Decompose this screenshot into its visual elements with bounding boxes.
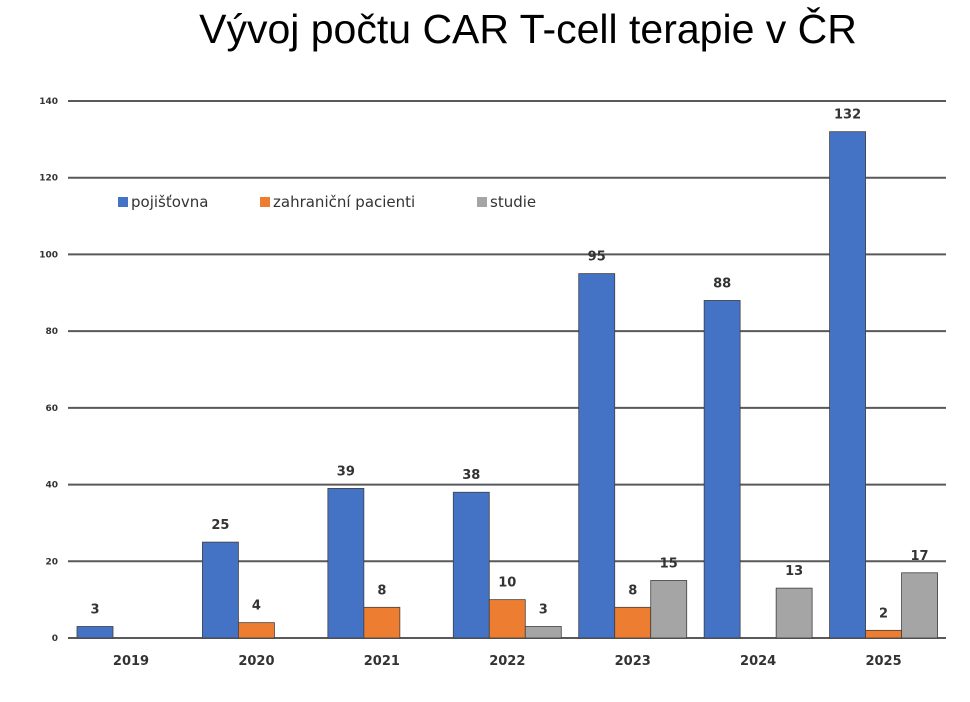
x-tick-label: 2019 [113,654,149,669]
bar-studie-2023 [650,580,688,639]
bar-pojišťovna-2023 [578,273,616,639]
bar-pojišťovna-2021 [327,488,365,639]
data-label: 95 [588,250,606,265]
data-label: 2 [879,606,888,621]
bar-pojišťovna-2020 [202,541,239,639]
legend-label: studie [490,193,536,211]
data-label: 15 [660,556,678,571]
legend-swatch [477,197,487,207]
data-label: 4 [252,599,261,614]
slide-title: Vývoj počtu CAR T-cell terapie v ČR [199,6,857,52]
data-label: 88 [713,276,731,291]
bar-pojišťovna-2019 [76,626,114,639]
gridlines [68,100,946,639]
bar-studie-2022 [524,626,562,639]
y-tick-label: 100 [39,250,58,260]
x-axis: 2019 2020 2021 2022 2023 2024 2025 [113,654,902,669]
data-label: 13 [785,564,803,579]
bar-pojišťovna-2022 [452,491,490,639]
legend-swatch [260,197,270,207]
y-tick-label: 120 [39,174,58,184]
bar-zahraniční-pacienti-2022 [488,599,526,639]
y-tick-label: 140 [39,97,58,107]
bar-pojišťovna-2025 [829,131,866,639]
bars [76,131,938,639]
legend-label: pojišťovna [131,193,208,211]
x-tick-label: 2021 [364,654,400,669]
data-label: 3 [90,602,99,617]
y-tick-label: 20 [45,557,58,567]
bar-pojišťovna-2024 [703,300,741,639]
x-tick-label: 2023 [615,654,651,669]
x-tick-label: 2024 [740,654,776,669]
data-label: 17 [911,549,929,564]
data-label: 3 [539,602,548,617]
legend-item: zahraniční pacienti [260,193,415,211]
bar-zahraniční-pacienti-2021 [363,606,401,639]
data-labels: 3 25 4 39 8 38 10 3 95 8 15 88 13 132 2 17 [90,108,928,622]
bar-studie-2025 [901,572,938,639]
x-tick-label: 2022 [489,654,525,669]
bar-zahraniční-pacienti-2023 [614,606,652,639]
data-label: 8 [628,583,637,598]
y-axis: 0 20 40 60 80 100 120 140 [39,97,58,644]
bar-zahraniční-pacienti-2025 [865,629,902,639]
data-label: 10 [498,576,516,591]
y-tick-label: 60 [45,404,58,414]
bar-studie-2024 [775,587,813,639]
y-tick-label: 40 [45,481,58,491]
data-label: 25 [211,518,229,533]
bar-zahraniční-pacienti-2020 [238,622,275,639]
y-tick-label: 0 [52,634,58,644]
data-label: 39 [337,464,355,479]
x-tick-label: 2025 [865,654,901,669]
legend-item: studie [477,193,536,211]
y-tick-label: 80 [45,327,58,337]
data-label: 38 [462,468,480,483]
legend-swatch [118,197,128,207]
x-tick-label: 2020 [238,654,274,669]
data-label: 8 [377,583,386,598]
legend-item: pojišťovna [118,193,208,211]
legend-label: zahraniční pacienti [273,193,415,211]
legend: pojišťovna zahraniční pacienti studie [118,193,536,211]
data-label: 132 [834,108,861,123]
